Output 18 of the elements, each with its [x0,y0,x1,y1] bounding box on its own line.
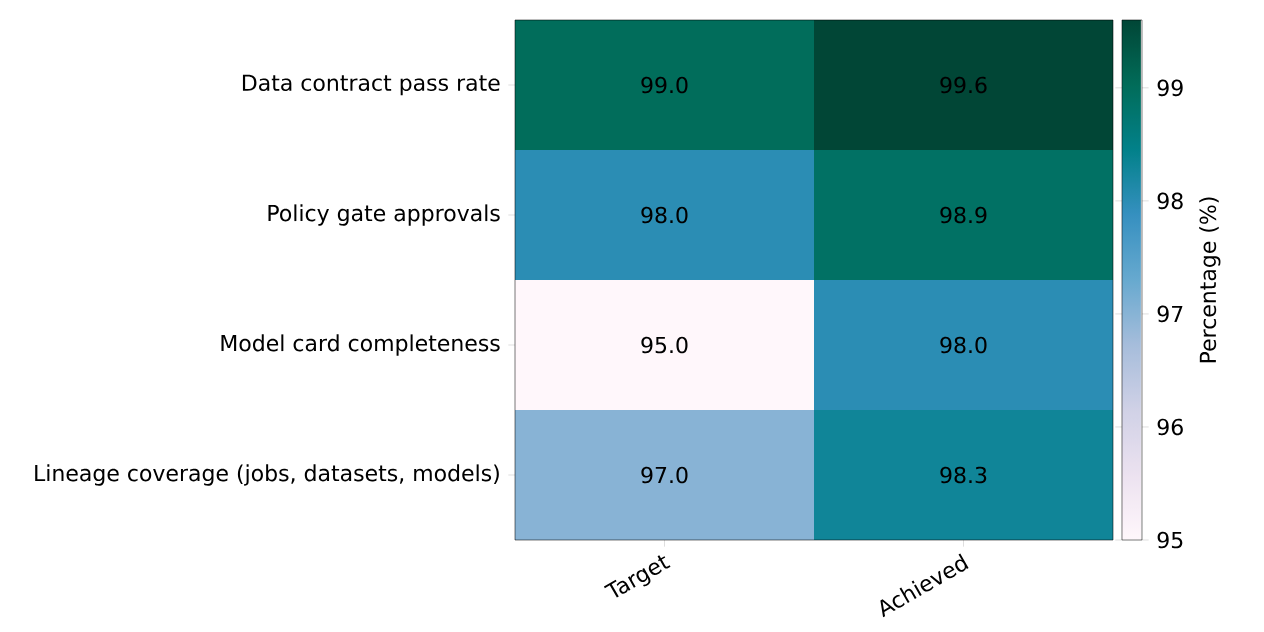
data-label: 95.0 [641,336,688,354]
data-label: 98.0 [940,336,987,354]
color-bar-label: 98 [1157,192,1183,210]
color-bar-label: 95 [1157,531,1183,549]
y-tick-label: Policy gate approvals [268,204,500,226]
y-tick-label: Model card completeness [221,334,500,356]
data-label: 97.0 [641,466,688,484]
color-bar-title: Percentage (%) [1199,197,1221,363]
data-label: 98.0 [641,206,688,224]
data-label: 99.0 [641,76,688,94]
y-tick-label: Data contract pass rate [242,74,500,96]
data-label: 98.3 [940,466,987,484]
data-label: 99.6 [940,76,987,94]
color-bar-label: 97 [1157,305,1183,323]
color-bar-label: 99 [1157,79,1183,97]
data-label: 98.9 [940,206,987,224]
color-bar-label: 96 [1157,418,1183,436]
y-tick-label: Lineage coverage (jobs, datasets, models) [35,464,499,486]
